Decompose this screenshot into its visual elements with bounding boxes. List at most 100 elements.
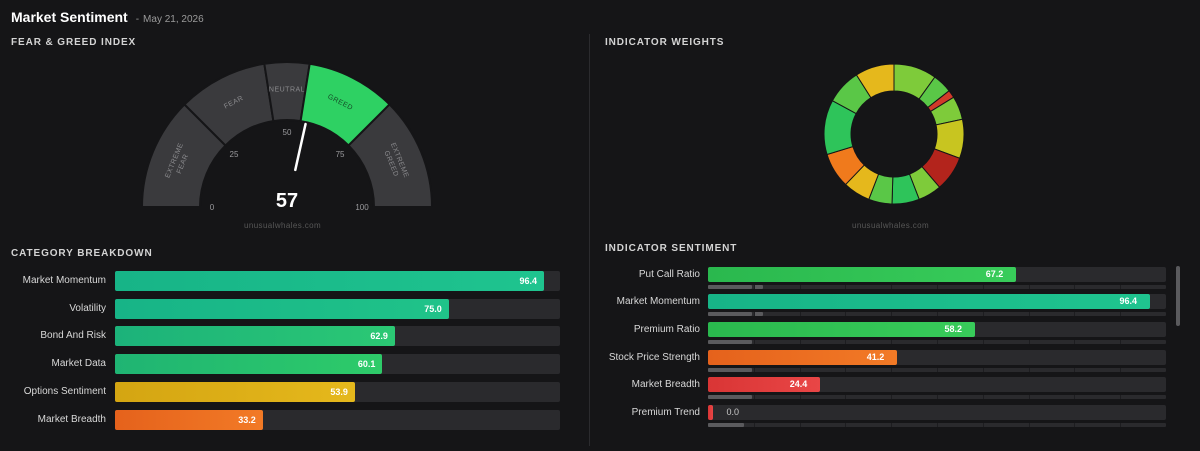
history-tick	[891, 423, 893, 427]
indicator-label: Put Call Ratio	[638, 269, 700, 280]
history-tick	[799, 423, 801, 427]
category-row: Market Data 60.1	[0, 354, 580, 374]
category-row: Market Momentum 96.4	[0, 271, 580, 291]
history-tick	[1028, 340, 1030, 344]
indicator-value: 0.0	[726, 407, 739, 417]
history-tick	[1028, 368, 1030, 372]
fear-greed-gauge: EXTREMEFEARFEARNEUTRALGREEDEXTREMEGREED0…	[140, 61, 434, 212]
indicator-sentiment-title: INDICATOR SENTIMENT	[605, 243, 738, 254]
category-bar: 62.9	[115, 326, 395, 346]
indicator-row: Premium Ratio 58.2	[600, 322, 1180, 348]
gauge-watermark: unusualwhales.com	[244, 221, 322, 230]
history-tick	[799, 368, 801, 372]
gauge-segment-label: NEUTRAL	[269, 87, 305, 94]
indicator-bar-track: 58.2	[708, 322, 1166, 337]
history-segment	[753, 285, 763, 289]
indicator-row: Market Breadth 24.4	[600, 377, 1180, 403]
category-label: Bond And Risk	[40, 330, 106, 341]
indicator-history-bar	[708, 312, 1166, 316]
category-bar-track: 96.4	[115, 271, 560, 291]
indicator-row: Premium Trend 0.0	[600, 405, 1180, 431]
indicator-row: Market Momentum 96.4	[600, 294, 1180, 320]
gauge-tick-label: 75	[336, 150, 345, 159]
category-bar: 53.9	[115, 382, 355, 402]
history-tick	[891, 340, 893, 344]
history-tick	[982, 395, 984, 399]
history-tick	[937, 285, 938, 289]
indicator-row: Put Call Ratio 67.2	[600, 267, 1180, 293]
category-bar-track: 62.9	[115, 326, 560, 346]
gauge-segment	[347, 103, 434, 208]
category-value: 75.0	[424, 304, 442, 314]
gauge-needle	[294, 122, 307, 172]
category-row: Options Sentiment 53.9	[0, 382, 580, 402]
history-tick	[753, 312, 755, 316]
history-segment	[708, 423, 744, 427]
history-tick	[982, 423, 984, 427]
indicator-bar	[708, 405, 714, 420]
history-tick	[799, 340, 801, 344]
indicator-bar-track: 41.2	[708, 350, 1166, 365]
history-tick	[891, 285, 893, 289]
category-bar: 75.0	[115, 299, 449, 319]
history-tick	[891, 368, 893, 372]
history-segment	[708, 395, 752, 399]
history-tick	[937, 368, 938, 372]
history-tick	[1028, 285, 1030, 289]
category-bar-track: 33.2	[115, 410, 560, 430]
indicator-history-bar	[708, 340, 1166, 344]
indicator-label: Stock Price Strength	[608, 352, 700, 363]
history-tick	[845, 423, 847, 427]
history-tick	[1074, 312, 1076, 316]
category-row: Bond And Risk 62.9	[0, 326, 580, 346]
category-label: Volatility	[69, 303, 106, 314]
indicator-list-scrollbar[interactable]	[1176, 266, 1180, 326]
history-tick	[1120, 285, 1122, 289]
history-tick	[753, 368, 755, 372]
category-value: 33.2	[238, 415, 256, 425]
donut-watermark: unusualwhales.com	[852, 221, 930, 230]
category-bar-track: 75.0	[115, 299, 560, 319]
history-tick	[753, 285, 755, 289]
category-bar: 96.4	[115, 271, 544, 291]
indicator-bar	[708, 322, 975, 337]
indicator-bar-track: 96.4	[708, 294, 1166, 309]
history-tick	[1120, 395, 1122, 399]
history-tick	[982, 368, 984, 372]
history-tick	[799, 285, 801, 289]
gauge-value: 57	[276, 190, 298, 212]
history-tick	[891, 395, 893, 399]
indicator-bar	[708, 377, 820, 392]
indicator-weights-donut	[823, 63, 965, 205]
indicator-value: 41.2	[866, 352, 885, 362]
history-tick	[937, 340, 938, 344]
history-tick	[1074, 285, 1076, 289]
gauge-tick-label: 25	[230, 150, 239, 159]
history-segment	[708, 340, 752, 344]
indicator-history-bar	[708, 395, 1166, 399]
history-tick	[1120, 368, 1122, 372]
history-tick	[1028, 395, 1030, 399]
indicator-label: Premium Trend	[631, 407, 700, 418]
history-tick	[799, 395, 801, 399]
history-segment	[708, 285, 752, 289]
history-tick	[1120, 423, 1122, 427]
indicator-bar	[708, 350, 897, 365]
page-title: Market Sentiment	[11, 9, 128, 25]
indicator-value: 58.2	[944, 324, 963, 334]
category-value: 96.4	[519, 276, 537, 286]
indicator-weights-title: INDICATOR WEIGHTS	[605, 37, 725, 48]
history-tick	[982, 285, 984, 289]
title-separator: -	[135, 14, 140, 25]
indicator-history-bar	[708, 368, 1166, 372]
indicator-bar	[708, 267, 1016, 282]
history-tick	[1074, 395, 1076, 399]
category-label: Market Momentum	[22, 275, 106, 286]
history-tick	[891, 312, 893, 316]
history-tick	[845, 285, 847, 289]
donut-slice[interactable]	[855, 63, 895, 99]
history-tick	[1074, 340, 1076, 344]
history-tick	[982, 340, 984, 344]
history-tick	[1120, 312, 1122, 316]
category-label: Options Sentiment	[23, 386, 106, 397]
